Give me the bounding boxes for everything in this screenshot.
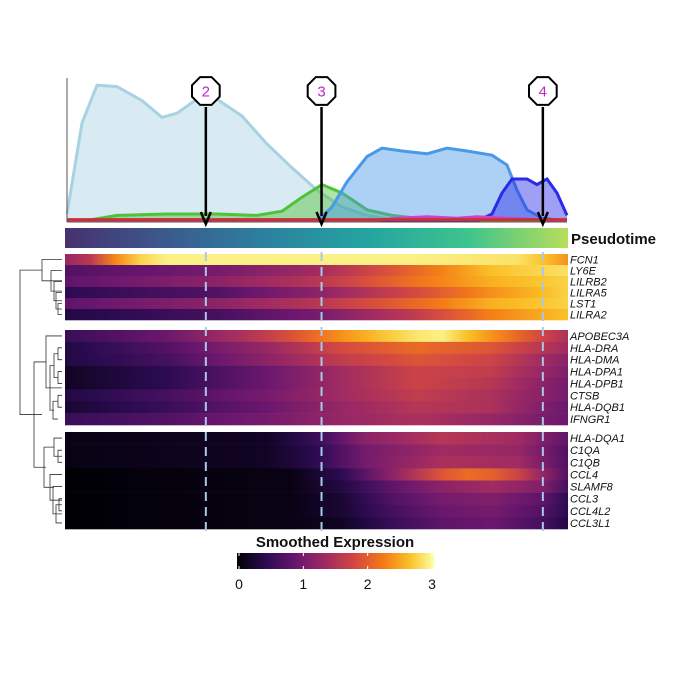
heatmap-row-fcn1 [65,254,568,266]
heatmap-row-ctsb [65,389,568,402]
density-line-blue [67,146,568,223]
gene-label-lilra5: LILRA5 [570,288,608,300]
heatmap-row-lst1 [65,298,568,310]
heatmap-row-lilra5 [65,287,568,299]
heatmap-row-ccl4l2 [65,504,568,518]
gene-label-hla-dra: HLA-DRA [570,343,618,355]
pseudotime-color-bar [65,228,568,248]
gene-label-slamf8: SLAMF8 [570,482,614,494]
marker-label-4: 4 [539,84,547,101]
density-fill-blue [67,148,567,221]
marker-badge-2 [191,76,221,106]
heatmap-row-hla-dma [65,353,568,366]
heatmap-row-lilra2 [65,309,568,321]
marker-label-2: 2 [202,84,210,101]
legend-tick-label-0: 0 [235,576,243,592]
gene-label-lst1: LST1 [570,299,596,311]
heatmap-row-lilrb2 [65,276,568,288]
gene-label-hla-dma: HLA-DMA [570,355,620,367]
gene-label-fcn1: FCN1 [570,255,599,267]
gene-label-lilra2: LILRA2 [570,310,607,322]
legend-tick-label-2: 2 [364,576,372,592]
heatmap-row-c1qa [65,444,568,457]
dendrogram-link [57,347,62,361]
gene-label-ccl3: CCL3 [570,494,599,506]
marker-arrowhead-3 [315,211,328,228]
gene-labels: FCN1LY6ELILRB2LILRA5LST1LILRA2APOBEC3AHL… [569,255,629,530]
heatmap-row-hla-dqa1 [65,432,568,445]
heatmap-row-hla-dqb1 [65,401,568,414]
heatmap-row-ccl3 [65,492,568,506]
dendrogram-link [57,371,62,384]
marker-arrowhead-4 [536,211,550,228]
dendrogram-link [19,269,42,415]
heatmap-row-apobec3a [65,330,568,343]
marker-badge-4 [528,76,558,106]
heatmap-row-hla-dpb1 [65,377,568,390]
heatmap-body [65,254,568,530]
density-fill-green [67,184,567,221]
pseudotime-label: Pseudotime [571,231,656,248]
heatmap-row-ifngr1 [65,413,568,426]
gene-label-hla-dqb1: HLA-DQB1 [570,402,625,414]
density-fill-dark-blue [67,179,567,221]
density-plot [65,83,569,223]
dendrogram [19,259,62,524]
heatmap-row-ly6e [65,265,568,277]
heatmap-row-hla-dra [65,341,568,355]
gene-label-lilrb2: LILRB2 [570,277,607,289]
heatmap-row-ccl4 [65,468,568,481]
legend-ticks: 0 1 2 3 [235,553,436,592]
heatmap-row-ccl3l1 [65,516,568,530]
gene-label-ifngr1: IFNGR1 [570,414,610,426]
heatmap-row-hla-dpa1 [65,365,568,378]
dendrogram-link [53,353,58,378]
density-line-light-blue [65,83,567,223]
marker-lines: 2 3 4 [191,76,558,531]
legend-tick-label-3: 3 [428,576,436,592]
gene-label-ccl3l1: CCL3L1 [570,518,610,530]
density-fill-light-blue [67,85,567,221]
marker-label-3: 3 [317,84,325,101]
legend-color-bar [237,553,434,569]
gene-label-c1qa: C1QA [570,445,600,457]
gene-label-hla-dpb1: HLA-DPB1 [570,378,624,390]
heatmap-row-c1qb [65,456,568,469]
marker-badge-3 [306,76,337,106]
gene-label-ccl4: CCL4 [570,469,598,481]
gene-label-apobec3a: APOBEC3A [569,331,629,343]
legend-title: Smoothed Expression [256,534,414,551]
gene-label-hla-dqa1: HLA-DQA1 [570,433,625,445]
gene-label-hla-dpa1: HLA-DPA1 [570,367,623,379]
gene-label-ctsb: CTSB [570,390,599,402]
gene-label-c1qb: C1QB [570,457,600,469]
marker-arrowhead-2 [199,211,212,228]
gene-label-ly6e: LY6E [570,266,597,278]
gene-label-ccl4l2: CCL4L2 [570,506,610,518]
dendrogram-link [57,394,62,408]
heatmap-row-slamf8 [65,480,568,493]
legend-tick-label-1: 1 [299,576,307,592]
